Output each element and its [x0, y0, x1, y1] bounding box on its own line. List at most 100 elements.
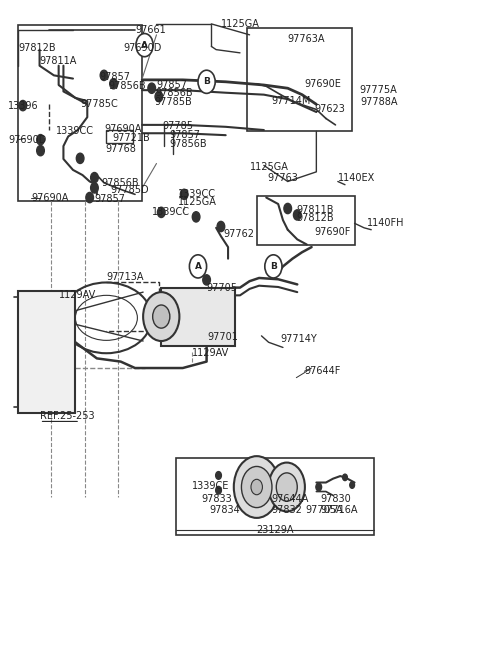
Circle shape: [110, 79, 117, 89]
Text: 97811B: 97811B: [296, 205, 334, 214]
Text: 97834: 97834: [209, 505, 240, 514]
Text: 97690A: 97690A: [31, 193, 68, 203]
Text: 1129AV: 1129AV: [59, 290, 96, 300]
Text: 97661: 97661: [135, 25, 166, 35]
Text: B: B: [203, 78, 210, 87]
Text: 97716A: 97716A: [320, 505, 358, 514]
Circle shape: [180, 189, 188, 200]
Text: 97644F: 97644F: [304, 366, 341, 376]
Circle shape: [217, 222, 225, 232]
Bar: [257, 196, 355, 245]
Text: 97857: 97857: [169, 130, 200, 140]
Text: 97833: 97833: [202, 494, 233, 505]
Circle shape: [241, 466, 272, 508]
Text: 97788A: 97788A: [360, 97, 398, 107]
Text: 1129AV: 1129AV: [192, 348, 229, 359]
Text: 97785C: 97785C: [80, 99, 118, 109]
Text: 1140FH: 1140FH: [366, 218, 404, 228]
Text: 97763: 97763: [268, 172, 299, 183]
Text: 97785: 97785: [163, 121, 194, 131]
Text: 97857: 97857: [95, 194, 125, 204]
Text: A: A: [194, 262, 202, 271]
Text: 97832: 97832: [271, 505, 302, 514]
Circle shape: [265, 255, 282, 278]
Text: 97856B: 97856B: [169, 138, 207, 149]
Text: 97690A: 97690A: [104, 124, 142, 134]
Circle shape: [216, 486, 221, 494]
Circle shape: [91, 183, 98, 193]
Text: 97763A: 97763A: [288, 34, 325, 44]
Circle shape: [148, 83, 156, 94]
Circle shape: [293, 210, 301, 220]
Text: 97714Y: 97714Y: [281, 334, 317, 344]
Text: 97775A: 97775A: [360, 85, 397, 95]
Circle shape: [155, 92, 163, 101]
Circle shape: [153, 305, 170, 328]
Circle shape: [284, 203, 291, 214]
Text: 97705: 97705: [206, 282, 238, 293]
Circle shape: [276, 473, 297, 501]
Text: 97857: 97857: [156, 80, 188, 90]
Text: 97705A: 97705A: [305, 505, 343, 514]
Text: 97690D: 97690D: [123, 43, 161, 53]
Text: 1339CC: 1339CC: [56, 127, 94, 136]
Text: 1125GA: 1125GA: [221, 19, 260, 29]
Text: 1140EX: 1140EX: [338, 173, 375, 183]
Text: 97785B: 97785B: [154, 98, 192, 107]
Text: 97830: 97830: [320, 494, 351, 505]
Text: 97856B: 97856B: [102, 178, 139, 188]
Text: 23129A: 23129A: [257, 525, 294, 535]
Text: 97721B: 97721B: [112, 133, 150, 143]
Circle shape: [251, 479, 263, 495]
Text: 1125GA: 1125GA: [178, 197, 217, 207]
Circle shape: [343, 474, 348, 481]
Circle shape: [203, 275, 210, 285]
Text: 1339CE: 1339CE: [192, 481, 229, 491]
Circle shape: [192, 212, 200, 222]
Circle shape: [76, 153, 84, 163]
Text: 97713A: 97713A: [107, 272, 144, 282]
Circle shape: [91, 172, 98, 183]
Text: 97762: 97762: [223, 229, 254, 239]
Bar: [18, 291, 75, 413]
Circle shape: [190, 255, 206, 278]
Text: 97812B: 97812B: [18, 43, 56, 53]
Text: 97690E: 97690E: [304, 79, 341, 89]
Bar: [176, 458, 373, 536]
Text: 97856B: 97856B: [155, 89, 192, 98]
Text: 97623: 97623: [314, 105, 345, 114]
Text: 97690D: 97690D: [8, 134, 47, 145]
Bar: [247, 28, 352, 131]
Text: 97714M: 97714M: [271, 96, 311, 106]
Circle shape: [136, 34, 153, 57]
Circle shape: [316, 483, 322, 491]
Text: 1339CC: 1339CC: [152, 207, 190, 217]
Circle shape: [86, 193, 94, 203]
Circle shape: [19, 100, 27, 110]
Circle shape: [216, 472, 221, 479]
Text: 1125GA: 1125GA: [250, 162, 288, 172]
Text: 97811A: 97811A: [39, 56, 77, 65]
Circle shape: [234, 456, 280, 518]
Text: 1339CC: 1339CC: [178, 189, 216, 200]
Circle shape: [100, 70, 108, 81]
Text: B: B: [270, 262, 277, 271]
Bar: [107, 130, 132, 143]
Text: 97785D: 97785D: [110, 185, 149, 196]
Text: A: A: [141, 41, 148, 50]
Circle shape: [269, 463, 305, 512]
Text: 97690F: 97690F: [314, 227, 350, 236]
Circle shape: [36, 134, 44, 145]
Text: 97856B: 97856B: [109, 81, 146, 91]
Bar: [161, 287, 235, 346]
Text: 13396: 13396: [8, 101, 39, 110]
Bar: [18, 25, 142, 201]
Text: 97768: 97768: [106, 144, 136, 154]
Text: 97701: 97701: [207, 332, 239, 342]
Text: 97857: 97857: [99, 72, 130, 82]
Circle shape: [350, 482, 355, 488]
Circle shape: [198, 70, 215, 94]
Text: REF.25-253: REF.25-253: [39, 412, 94, 421]
Circle shape: [36, 145, 44, 156]
Circle shape: [143, 292, 180, 341]
